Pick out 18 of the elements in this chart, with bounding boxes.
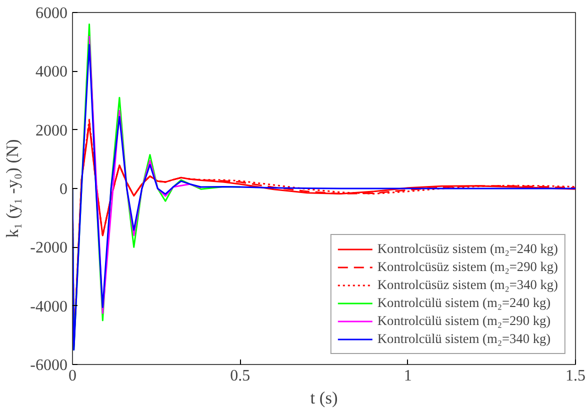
x-axis-title: t (s) (310, 388, 338, 408)
y-tick-label: 0 (60, 181, 68, 198)
y-tick-label: -4000 (30, 298, 68, 316)
x-tick-label: 0.5 (230, 368, 250, 384)
legend-label: Kontrolcülü sistem (m₂=340 kg) (377, 331, 551, 347)
y-tick-label: -2000 (30, 240, 68, 257)
y-tick-label: -6000 (30, 357, 68, 374)
y-tick-label: 2000 (36, 122, 68, 140)
legend-label: Kontrolcülü sistem (m₂=290 kg) (377, 313, 551, 329)
y-tick-label: 4000 (36, 64, 68, 81)
legend-label: Kontrolcüsüz sistem (m₂=240 kg) (377, 241, 558, 257)
y-tick-label: 6000 (36, 5, 68, 22)
legend-label: Kontrolcülü sistem (m₂=240 kg) (377, 295, 551, 311)
x-tick-label: 1 (404, 368, 412, 384)
x-tick-label: 1.5 (566, 368, 586, 384)
legend-label: Kontrolcüsüz sistem (m₂=340 kg) (377, 277, 558, 293)
legend-label: Kontrolcüsüz sistem (m₂=290 kg) (377, 259, 558, 275)
y-axis-title: k₁ (y₁ -y₀) (N) (3, 139, 22, 238)
